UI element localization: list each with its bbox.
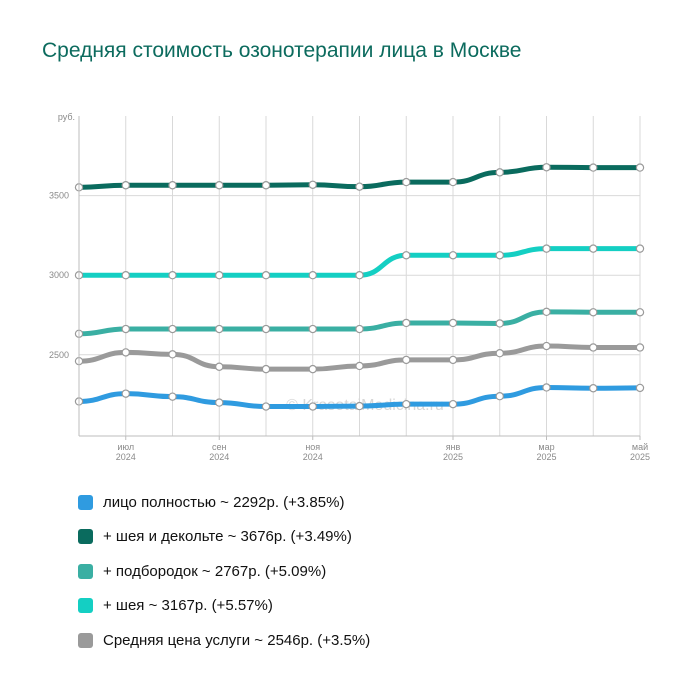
legend-swatch (78, 494, 93, 510)
data-point-series-1 (589, 384, 598, 393)
data-point-series-4 (589, 244, 598, 253)
data-point-series-3 (355, 324, 364, 334)
data-point-series-1 (355, 401, 364, 411)
y-axis-unit-label: руб. (58, 112, 75, 122)
y-tick-label: 3000 (49, 270, 69, 280)
legend-label: + подбородок ~ 2767р. (+5.09%) (103, 562, 327, 580)
x-tick-year-label: 2024 (116, 452, 136, 462)
line-chart: © KrasotaiMedicina.ru руб.250030003500ию… (49, 112, 650, 462)
data-point-series-4 (542, 244, 551, 253)
legend-swatch (78, 563, 93, 579)
data-point-series-3 (589, 308, 598, 317)
data-point-series-1 (168, 392, 177, 401)
legend-label: Средняя цена услуги ~ 2546р. (+3.5%) (103, 631, 371, 649)
data-point-series-3 (542, 307, 551, 317)
x-tick-label: сен (212, 442, 227, 452)
legend-swatch (78, 598, 93, 614)
legend-label: + шея ~ 3167р. (+5.57%) (103, 597, 273, 615)
chart-points (74, 163, 645, 411)
data-point-series-4 (448, 251, 458, 260)
data-point-series-2 (168, 181, 177, 190)
data-point-series-2 (121, 181, 130, 190)
legend-swatch (78, 632, 93, 648)
data-point-series-3 (448, 318, 458, 328)
data-point-series-1 (308, 402, 317, 411)
x-tick-year-label: 2025 (443, 452, 463, 462)
data-point-series-5 (542, 341, 551, 351)
data-point-series-5 (635, 343, 645, 352)
data-point-series-5 (355, 361, 364, 371)
legend-label: + шея и декольте ~ 3676р. (+3.49%) (103, 528, 352, 546)
data-point-series-2 (589, 163, 598, 172)
data-point-series-5 (121, 348, 130, 357)
data-point-series-3 (495, 319, 504, 328)
x-tick-label: мар (538, 442, 554, 452)
data-point-series-4 (121, 271, 130, 280)
chart-legend: лицо полностью ~ 2292р. (+3.85%) + шея и … (78, 485, 370, 658)
data-point-series-1 (261, 402, 271, 411)
data-point-series-4 (308, 271, 317, 280)
x-tick-year-label: 2024 (303, 452, 323, 462)
legend-item: Средняя цена услуги ~ 2546р. (+3.5%) (78, 623, 370, 658)
data-point-series-5 (168, 350, 177, 359)
legend-item: лицо полностью ~ 2292р. (+3.85%) (78, 485, 370, 520)
data-point-series-5 (448, 355, 458, 365)
data-point-series-2 (448, 177, 458, 187)
data-point-series-3 (121, 324, 130, 334)
x-tick-year-label: 2024 (209, 452, 229, 462)
data-point-series-5 (402, 355, 411, 365)
data-point-series-2 (402, 177, 411, 187)
x-tick-year-label: 2025 (536, 452, 556, 462)
data-point-series-5 (215, 362, 224, 371)
data-point-series-3 (308, 324, 317, 334)
data-point-series-3 (168, 324, 177, 334)
data-point-series-3 (635, 308, 645, 317)
data-point-series-4 (261, 271, 271, 280)
data-point-series-4 (168, 271, 177, 280)
data-point-series-5 (261, 364, 271, 374)
data-point-series-1 (542, 383, 551, 392)
chart-title: Средняя стоимость озонотерапии лица в Мо… (42, 39, 522, 62)
data-point-series-1 (215, 398, 224, 407)
y-tick-label: 2500 (49, 350, 69, 360)
legend-swatch (78, 529, 93, 545)
chart-axes: руб.250030003500июл2024сен2024ноя2024янв… (49, 112, 650, 462)
data-point-series-2 (542, 163, 551, 172)
data-point-series-4 (402, 251, 411, 260)
x-tick-label: ноя (305, 442, 320, 452)
data-point-series-4 (215, 271, 224, 280)
data-point-series-5 (589, 343, 598, 352)
data-point-series-3 (402, 318, 411, 328)
legend-item: + шея и декольте ~ 3676р. (+3.49%) (78, 520, 370, 555)
data-point-series-1 (635, 383, 645, 393)
data-point-series-1 (121, 389, 130, 398)
data-point-series-2 (355, 182, 364, 191)
data-point-series-4 (635, 244, 645, 253)
data-point-series-4 (495, 251, 504, 260)
data-point-series-3 (215, 324, 224, 334)
data-point-series-2 (495, 168, 504, 177)
data-point-series-5 (495, 349, 504, 358)
data-point-series-2 (261, 181, 271, 190)
data-point-series-2 (308, 180, 317, 189)
data-point-series-1 (448, 399, 458, 409)
y-tick-label: 3500 (49, 191, 69, 201)
legend-label: лицо полностью ~ 2292р. (+3.85%) (103, 493, 345, 511)
x-tick-year-label: 2025 (630, 452, 650, 462)
data-point-series-2 (215, 181, 224, 190)
data-point-series-1 (402, 399, 411, 409)
data-point-series-5 (308, 364, 317, 374)
data-point-series-3 (261, 324, 271, 334)
data-point-series-2 (635, 163, 645, 172)
data-point-series-1 (495, 391, 504, 401)
x-tick-label: июл (117, 442, 134, 452)
data-point-series-4 (355, 271, 364, 280)
x-tick-label: май (632, 442, 648, 452)
x-tick-label: янв (446, 442, 461, 452)
legend-item: + подбородок ~ 2767р. (+5.09%) (78, 554, 370, 589)
legend-item: + шея ~ 3167р. (+5.57%) (78, 589, 370, 624)
